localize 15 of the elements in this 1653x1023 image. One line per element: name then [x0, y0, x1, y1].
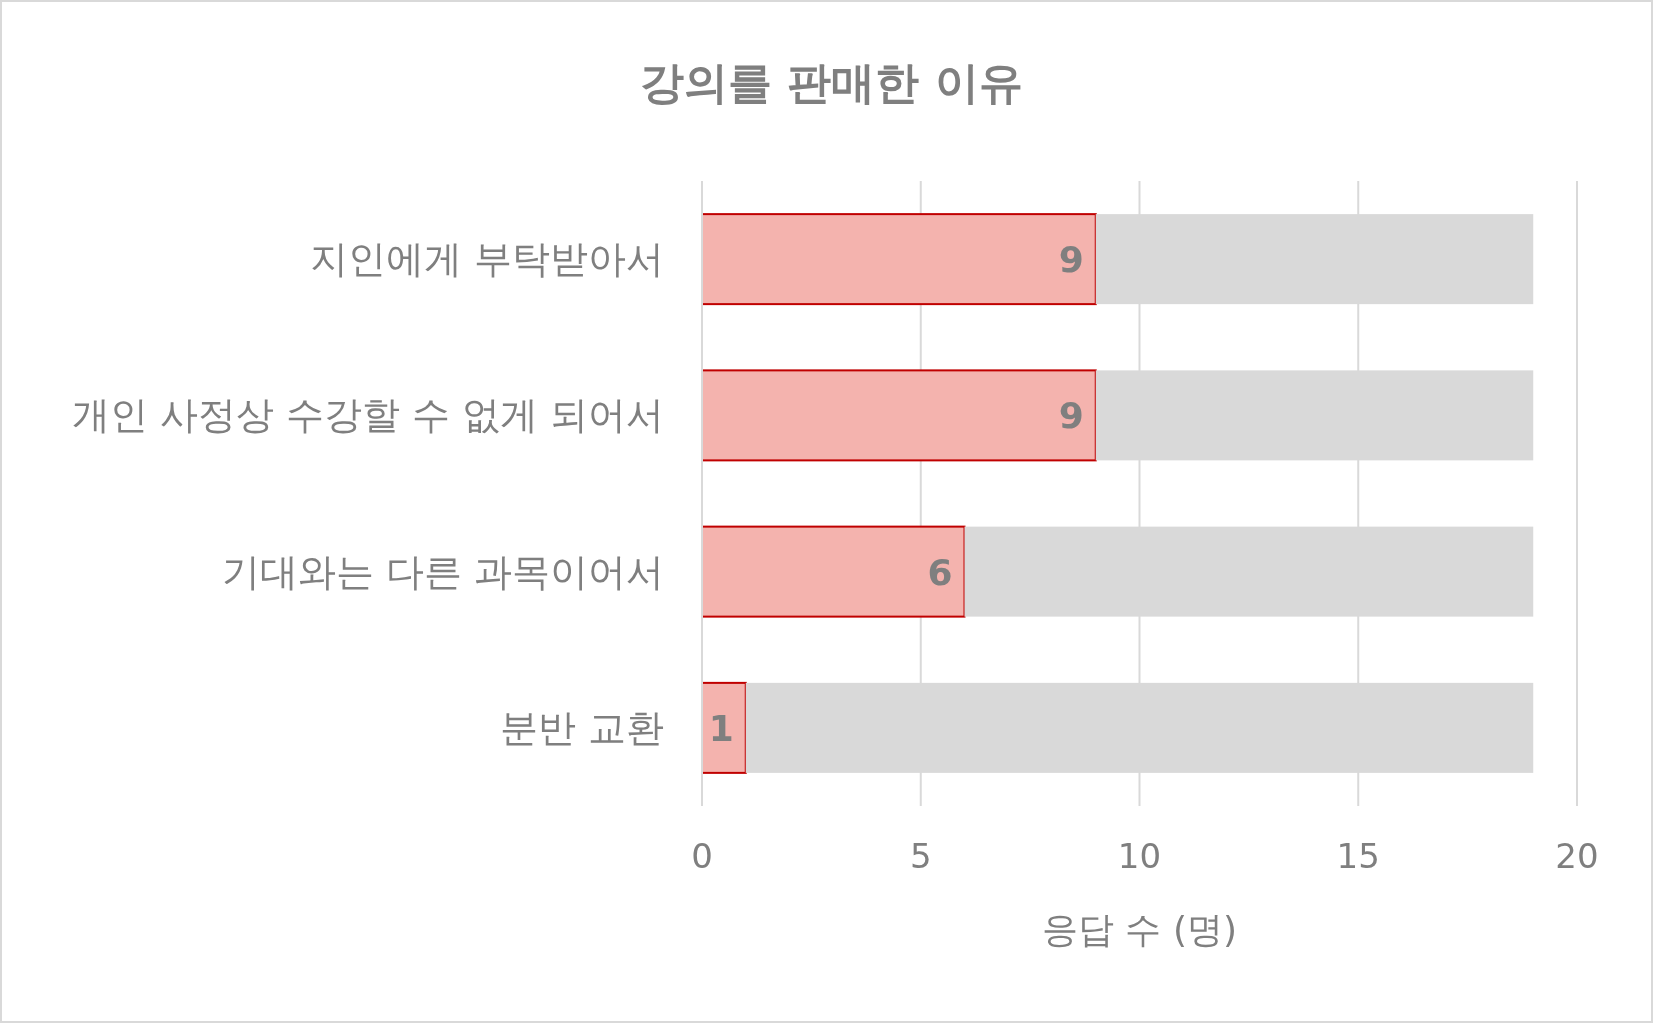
title: 강의를 판매한 이유: [640, 57, 1023, 108]
data-label: 9: [1058, 239, 1084, 281]
xlabel: 응답 수 (명): [1042, 909, 1237, 950]
category: 기대와는 다른 과목이어서: [221, 549, 664, 594]
xtick: 15: [1336, 836, 1380, 876]
category: 지인에게 부탁받아서: [309, 237, 664, 282]
data-label: 9: [1058, 395, 1084, 437]
xtick: 20: [1555, 836, 1599, 876]
xtick: 10: [1117, 836, 1162, 876]
category: 분반 교환: [499, 705, 664, 750]
xtick: 5: [909, 836, 932, 876]
data-label: 1: [708, 707, 734, 749]
category: 개인 사정상 수강할 수 없게 되어서: [71, 393, 664, 438]
data-label: 6: [927, 551, 953, 593]
xtick: 0: [691, 836, 713, 876]
